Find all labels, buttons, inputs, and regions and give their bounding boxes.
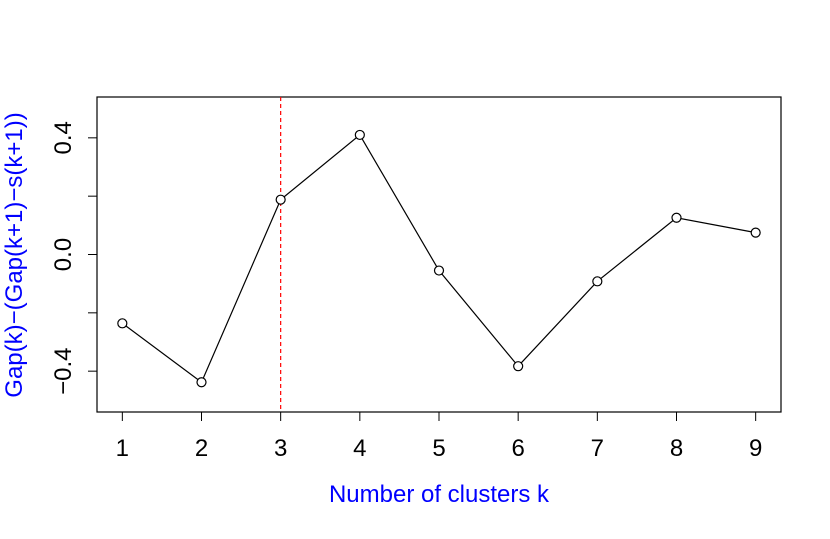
data-point <box>354 129 365 141</box>
x-tick-label: 2 <box>195 435 208 462</box>
y-axis-label: Gap(k)−(Gap(k+1)−s(k+1)) <box>1 112 28 397</box>
y-tick-label: 0.0 <box>50 238 77 271</box>
y-tick-label: −0.4 <box>50 347 77 394</box>
data-point <box>275 194 286 205</box>
x-tick-label: 8 <box>670 435 683 462</box>
x-axis-label: Number of clusters k <box>329 481 550 508</box>
data-point <box>196 377 207 388</box>
x-tick-label: 6 <box>511 435 524 462</box>
data-point <box>592 276 603 287</box>
x-tick-label: 5 <box>432 435 445 462</box>
data-line <box>121 134 756 384</box>
x-tick-label: 4 <box>353 435 366 462</box>
data-point <box>117 318 128 329</box>
data-point <box>513 361 524 372</box>
x-tick-label: 9 <box>749 435 762 462</box>
y-tick-label: 0.4 <box>50 121 77 154</box>
data-point <box>671 212 682 223</box>
data-point <box>433 265 445 276</box>
data-point <box>750 227 761 238</box>
x-tick-label: 7 <box>591 435 604 462</box>
plot-frame <box>96 96 782 413</box>
x-tick-label: 1 <box>116 435 129 462</box>
x-tick-label: 3 <box>274 435 287 462</box>
